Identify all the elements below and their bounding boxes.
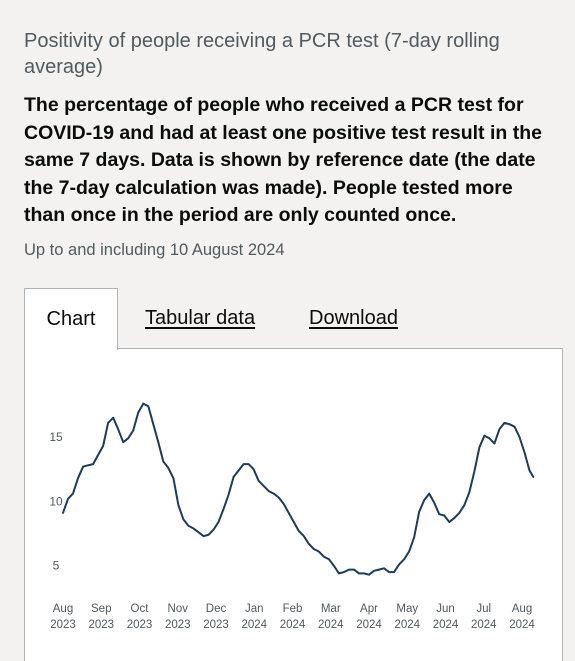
date-note: Up to and including 10 August 2024: [24, 241, 285, 259]
x-tick-year: 2024: [471, 619, 497, 631]
x-tick-year: 2024: [433, 619, 459, 631]
x-tick-year: 2024: [509, 619, 535, 631]
x-tick-year: 2024: [280, 619, 306, 631]
x-tick-year: 2023: [203, 619, 229, 631]
chart-heading: Positivity of people receiving a PCR tes…: [24, 30, 500, 78]
x-tick-month: Jan: [245, 603, 264, 615]
series-line: [62, 402, 535, 576]
x-tick-year: 2024: [318, 619, 344, 631]
chart-panel: [24, 348, 563, 661]
y-tick-label: 10: [49, 494, 63, 508]
x-tick-month: Aug: [53, 603, 73, 615]
x-tick-year: 2023: [88, 619, 114, 631]
x-tick-year: 2023: [50, 619, 76, 631]
x-tick-month: May: [396, 603, 418, 615]
x-tick-month: Dec: [206, 603, 227, 615]
tab-chart[interactable]: Chart: [24, 288, 118, 350]
x-tick-month: Apr: [360, 603, 378, 615]
x-tick-month: Mar: [321, 603, 341, 615]
x-tick-year: 2024: [356, 619, 382, 631]
x-tick-year: 2024: [241, 619, 267, 631]
x-tick-month: Oct: [131, 603, 150, 615]
tab-download[interactable]: Download: [309, 307, 398, 329]
x-tick-month: Jun: [436, 603, 455, 615]
y-tick-label: 5: [53, 559, 60, 573]
x-tick-year: 2024: [394, 619, 420, 631]
x-tick-month: Nov: [168, 603, 189, 615]
x-tick-month: Sep: [91, 603, 111, 615]
x-tick-month: Jul: [476, 603, 491, 615]
x-tick-year: 2023: [127, 619, 153, 631]
y-tick-label: 15: [49, 430, 63, 444]
tab-tabular-data[interactable]: Tabular data: [145, 307, 256, 329]
x-tick-year: 2023: [165, 619, 191, 631]
x-tick-month: Aug: [512, 603, 532, 615]
chart-summary: The percentage of people who received a …: [24, 94, 542, 226]
x-tick-month: Feb: [283, 603, 303, 615]
tab-list: Chart Tabular data Download: [24, 288, 564, 350]
